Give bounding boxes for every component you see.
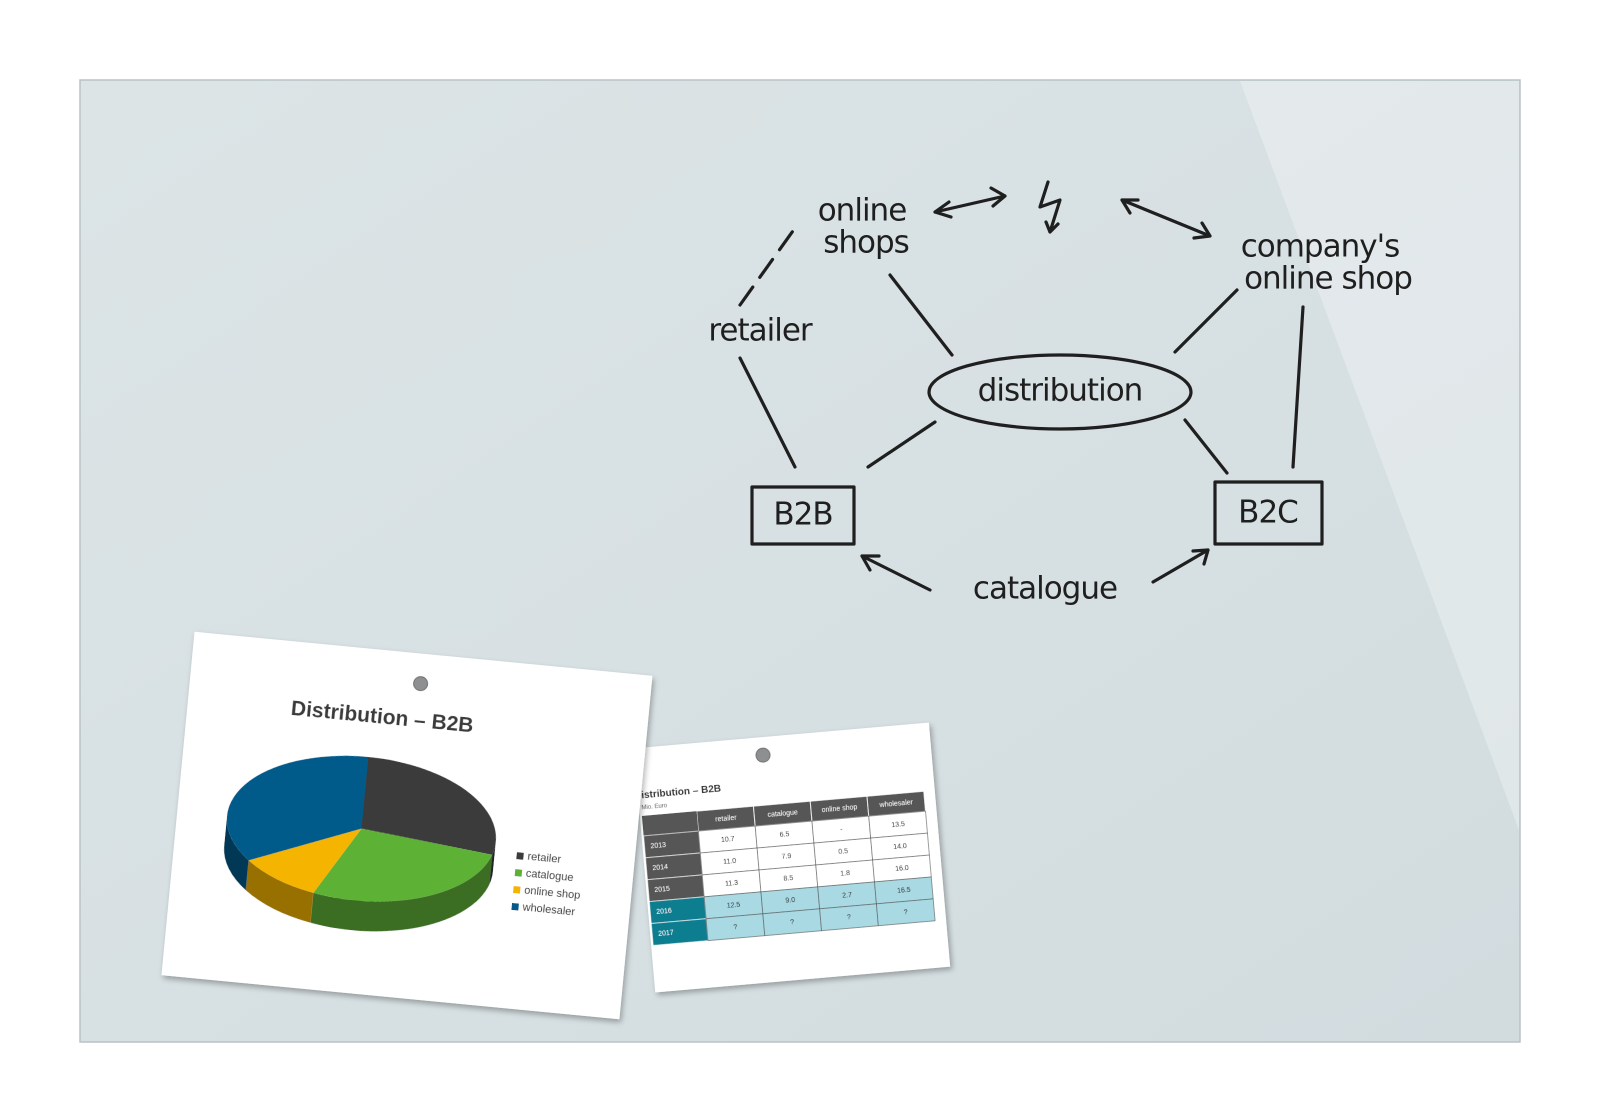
cell-text: 10.7: [721, 836, 735, 844]
pie-slice-side: [245, 860, 314, 923]
header-label: catalogue: [767, 809, 798, 819]
cell-text: 13.5: [891, 821, 905, 829]
header-cell: [641, 811, 699, 836]
link: [888, 273, 954, 357]
row-label: 2014: [652, 864, 668, 872]
double-arrow: [933, 186, 1007, 219]
node-label: online: [818, 193, 907, 229]
cell-text: 1.8: [840, 870, 850, 878]
node-label: online shop: [1244, 261, 1412, 297]
table-sheet: Distribution – B2B in Mio. Euro retailer…: [634, 722, 951, 993]
cell-text: 6.5: [779, 831, 789, 839]
pie-slice: [226, 755, 369, 861]
cell-text: 16.0: [895, 865, 909, 873]
pie-slice-side: [310, 854, 493, 932]
node-label: B2B: [773, 497, 832, 533]
pie-sheet: Distribution – B2B retailercatalogueonli…: [161, 631, 653, 1020]
legend-label: catalogue: [525, 868, 574, 885]
cell: [876, 898, 936, 927]
cell-text: ?: [904, 909, 909, 916]
row-label: 2017: [658, 929, 674, 937]
link: [738, 356, 797, 469]
node-label: shops: [823, 225, 909, 261]
cell-text: 9.0: [785, 897, 795, 905]
box: [750, 485, 856, 546]
glass-reflection: [1240, 81, 1519, 830]
cell-text: ?: [733, 924, 738, 931]
node-label: company's: [1241, 229, 1400, 265]
center-ellipse: [927, 353, 1193, 431]
cell-text: 11.0: [723, 858, 737, 866]
cell-text: 8.5: [783, 875, 793, 883]
arrow: [860, 554, 932, 592]
legend-swatch: [511, 902, 519, 911]
row-label: 2015: [654, 886, 670, 894]
box: [1213, 480, 1324, 546]
header-label: online shop: [821, 804, 857, 814]
cell-text: 12.5: [726, 902, 740, 910]
cell-text: 11.3: [725, 880, 739, 888]
arrow: [1151, 548, 1210, 584]
cell-text: 7.9: [781, 853, 791, 861]
link: [1183, 418, 1229, 475]
node-label: B2C: [1238, 495, 1298, 531]
link: [1291, 305, 1305, 469]
link: [1173, 288, 1239, 354]
cell-text: 14.0: [893, 843, 907, 851]
handwritten-diagram: online shops company's online shop retai…: [708, 180, 1413, 607]
legend-label: retailer: [527, 851, 562, 866]
pie-slice: [361, 756, 496, 855]
pie-slice-side: [489, 841, 496, 885]
cell-text: 2.7: [842, 892, 852, 900]
cell-text: ?: [790, 919, 795, 926]
pie-slice-side: [224, 815, 249, 891]
cell-text: -: [840, 826, 844, 833]
pie-slice: [248, 828, 362, 893]
double-arrow: [1120, 198, 1212, 240]
legend-label: online shop: [524, 884, 581, 901]
node-label: retailer: [708, 313, 813, 349]
cell-text: 16.5: [897, 887, 911, 895]
header-label: retailer: [715, 814, 738, 823]
legend-swatch: [514, 869, 523, 877]
legend-swatch: [512, 886, 521, 894]
node-label: catalogue: [973, 571, 1117, 607]
row-label: 2016: [656, 908, 672, 916]
legend-label: wholesaler: [521, 901, 576, 918]
lightning: [1038, 180, 1062, 234]
header-label: wholesaler: [878, 799, 914, 809]
magnet: [755, 747, 771, 763]
pie-slice: [313, 828, 493, 902]
center-label: distribution: [978, 373, 1143, 409]
row-label: 2013: [650, 842, 666, 850]
legend-swatch: [516, 852, 524, 860]
magnet: [413, 676, 429, 692]
cell-text: ?: [847, 914, 852, 921]
sheet-subtitle: in Mio. Euro: [635, 803, 668, 812]
dashed-link: [738, 226, 797, 307]
cell-text: 0.5: [838, 848, 848, 856]
link: [866, 420, 937, 469]
